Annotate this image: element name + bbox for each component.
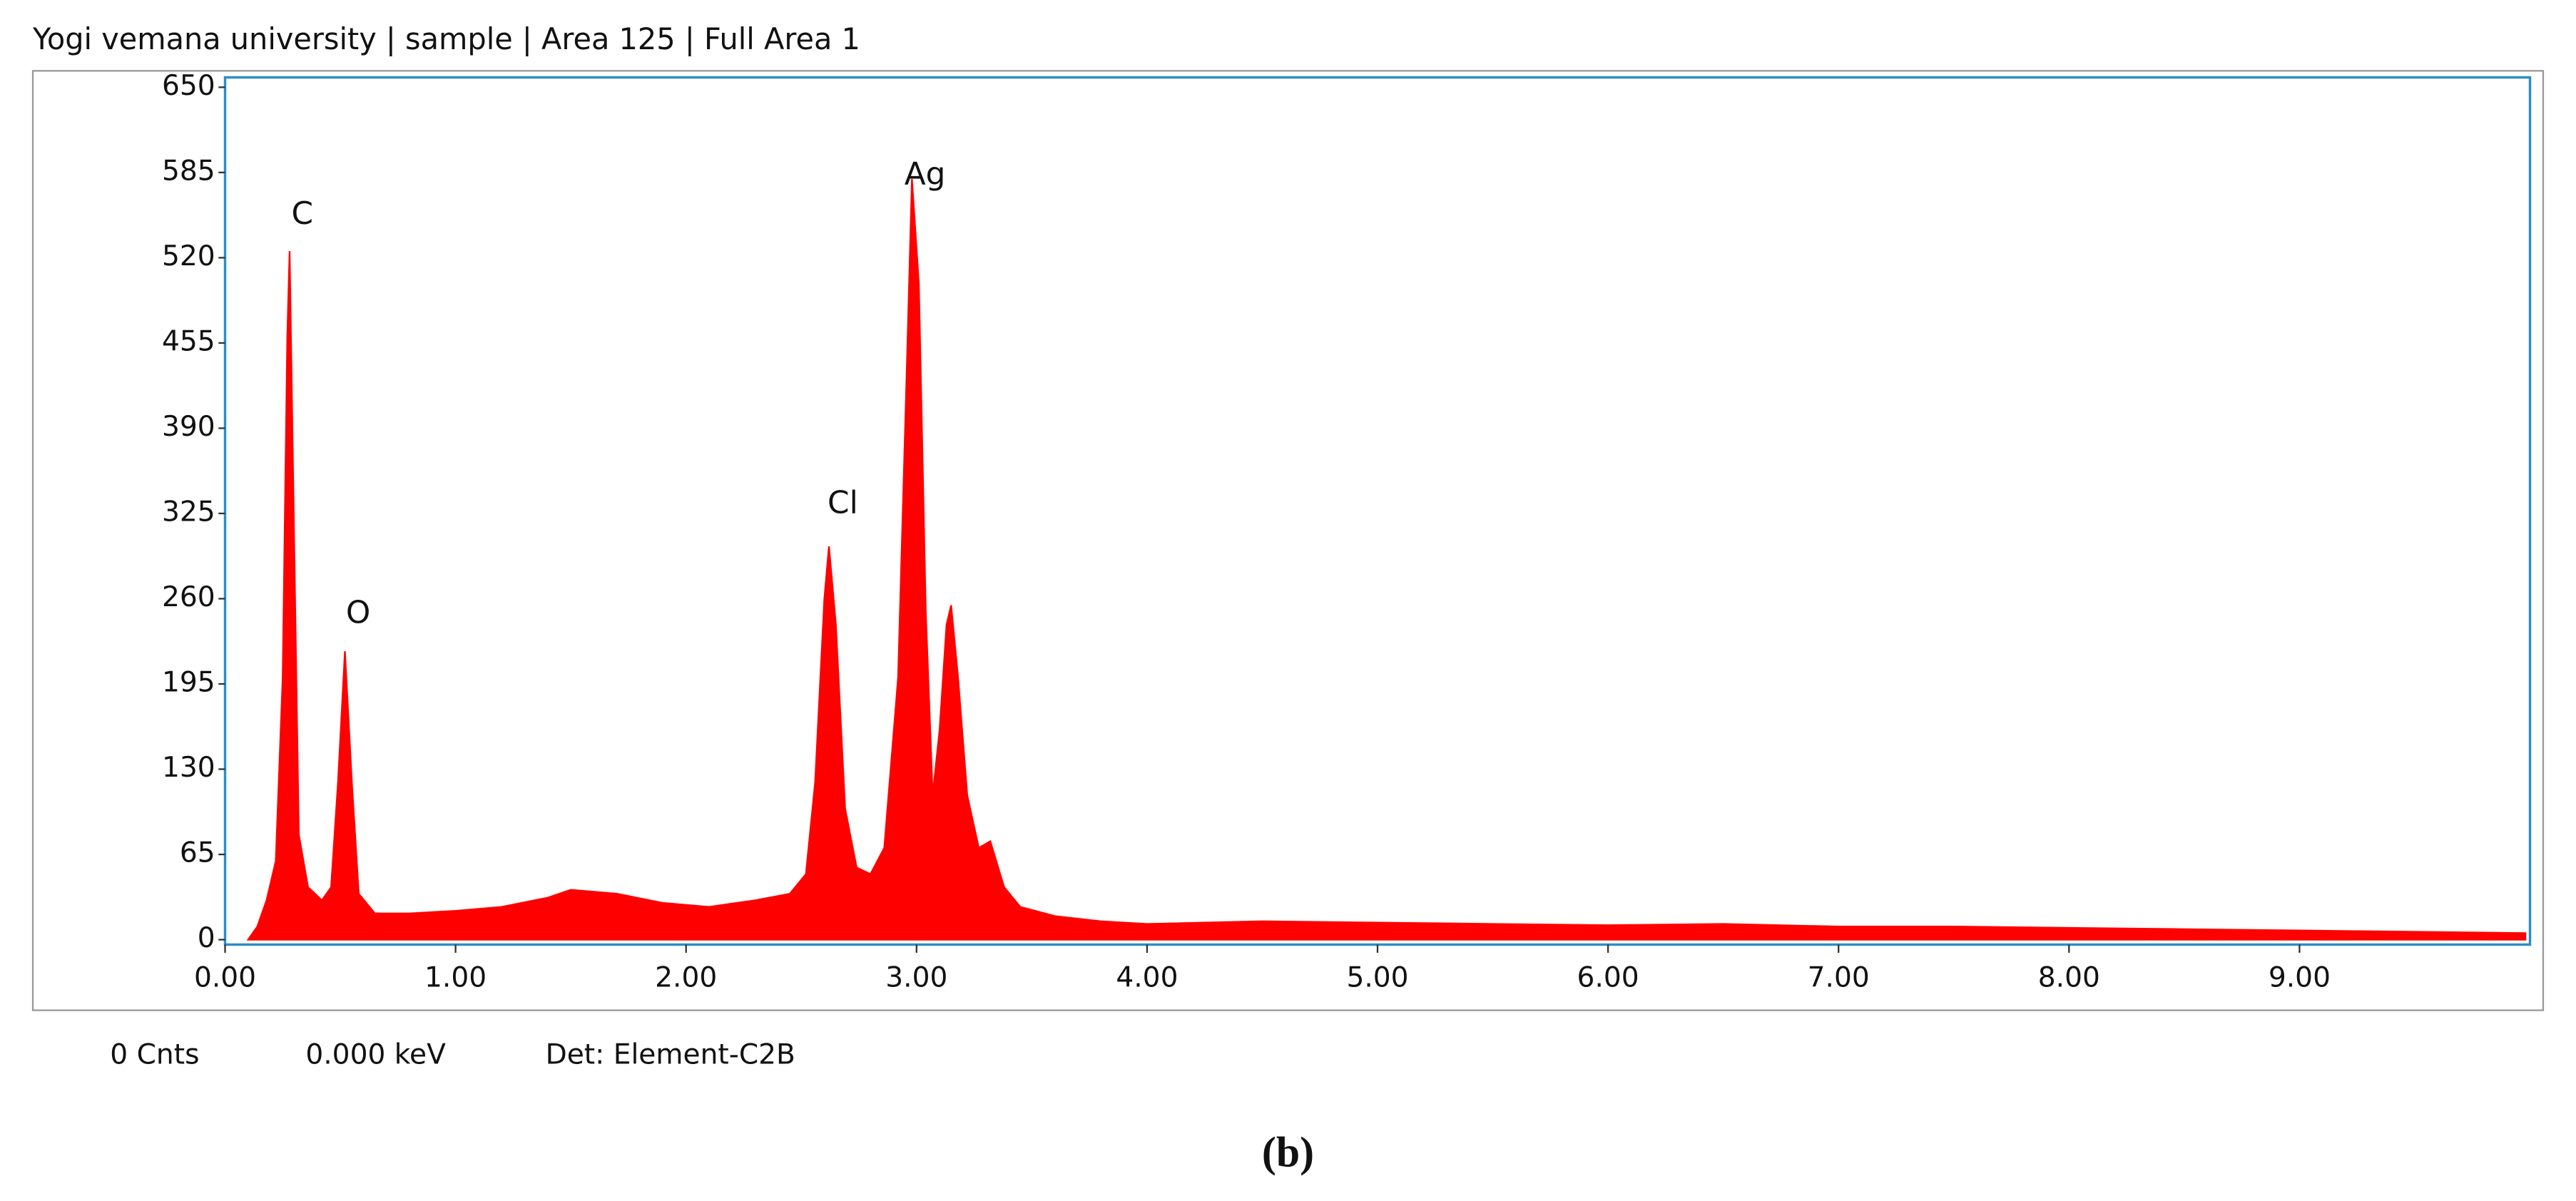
y-tick-label: 585 [162, 155, 215, 187]
y-tick-label: 260 [162, 581, 215, 613]
peak-label: Cl [828, 484, 858, 521]
x-tick-label: 8.00 [2038, 961, 2100, 993]
x-tick-label: 9.00 [2269, 961, 2331, 993]
y-tick-label: 650 [162, 70, 215, 102]
status-energy: 0.000 keV [305, 1039, 446, 1071]
y-tick-label: 455 [162, 325, 215, 357]
caption: (b) [1262, 1128, 1314, 1175]
chart-frame [31, 70, 2545, 1011]
y-tick-label: 520 [162, 240, 215, 272]
x-tick-label: 4.00 [1116, 961, 1178, 993]
x-tick-label: 1.00 [424, 961, 487, 993]
plot-area [246, 178, 2527, 941]
status-counts: 0 Cnts [110, 1039, 199, 1071]
peak-label: O [346, 595, 370, 631]
header-title: Yogi vemana university | sample | Area 1… [32, 22, 860, 56]
y-tick-label: 195 [162, 666, 215, 698]
x-tick-label: 6.00 [1577, 961, 1639, 993]
peak-label: Ag [905, 156, 946, 193]
x-tick-label: 0.00 [194, 961, 256, 993]
spectrum-area [246, 178, 2527, 941]
y-tick-label: 390 [162, 411, 215, 443]
x-tick-label: 7.00 [1808, 961, 1870, 993]
x-tick-label: 5.00 [1346, 961, 1408, 993]
y-tick-label: 130 [162, 752, 215, 784]
status-detector: Det: Element-C2B [546, 1039, 795, 1071]
y-tick-label: 0 [198, 922, 215, 954]
x-tick-label: 3.00 [885, 961, 947, 993]
x-tick-label: 2.00 [655, 961, 717, 993]
y-tick-label: 65 [180, 837, 215, 869]
peak-label: C [291, 195, 313, 232]
y-tick-label: 325 [162, 496, 215, 528]
